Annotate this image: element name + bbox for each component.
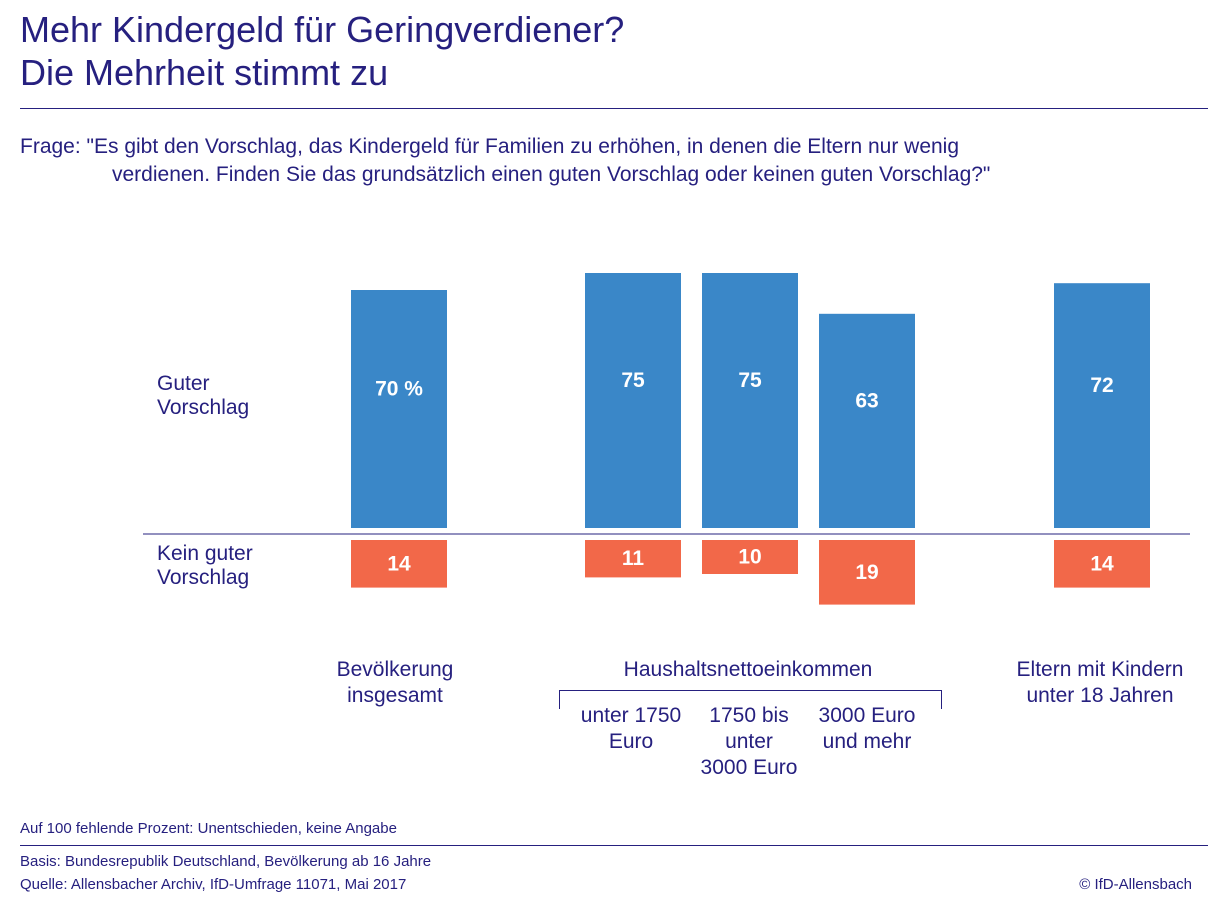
category-label-unter-1750: unter 1750 Euro (580, 704, 682, 753)
bar-guter-vorschlag-gesamt (351, 290, 447, 528)
category-group-header: Haushaltsnettoeinkommen (623, 658, 873, 681)
value-label-kein-gesamt: 14 (387, 552, 411, 575)
footnote-basis: Basis: Bundesrepublik Deutschland, Bevöl… (20, 853, 432, 870)
footnote-missing-percent: Auf 100 fehlende Prozent: Unentschieden,… (20, 820, 397, 837)
category-label-1750-bis-3000: 1750 bis unter 3000 Euro (700, 704, 798, 779)
bar-guter-vorschlag-unter-1750 (585, 273, 681, 528)
category-label-eltern: Eltern mit Kindern unter 18 Jahren (1016, 658, 1184, 707)
row-label-kein-guter-vorschlag: Kein guter Vorschlag (157, 542, 253, 589)
value-label-guter-3000-mehr: 63 (855, 389, 878, 412)
income-bracket (559, 690, 942, 709)
copyright: © IfD-Allensbach (1079, 876, 1192, 893)
question-prefix: Frage: (20, 135, 87, 158)
value-label-guter-unter-1750: 75 (621, 369, 645, 392)
bar-guter-vorschlag-3000-mehr (819, 313, 915, 528)
title-line-1: Mehr Kindergeld für Geringverdiener? (20, 9, 625, 50)
bar-kein-guter-vorschlag-3000-mehr (819, 540, 915, 605)
category-label-gesamt: Bevölkerung insgesamt (336, 658, 454, 707)
bar-kein-guter-vorschlag-gesamt (351, 540, 447, 588)
value-label-guter-gesamt: 70 % (375, 378, 423, 401)
value-label-kein-unter-1750: 11 (622, 547, 645, 570)
question-line-1: "Es gibt den Vorschlag, das Kindergeld f… (86, 135, 960, 158)
question-line-2: verdienen. Finden Sie das grundsätzlich … (112, 163, 991, 186)
footnote-quelle: Quelle: Allensbacher Archiv, IfD-Umfrage… (20, 876, 407, 893)
question-text: Frage: "Es gibt den Vorschlag, das Kinde… (20, 133, 990, 189)
value-label-guter-eltern: 72 (1090, 374, 1113, 397)
title-line-2: Die Mehrheit stimmt zu (20, 52, 389, 93)
value-label-kein-3000-mehr: 19 (855, 561, 878, 584)
footer-divider (20, 845, 1208, 846)
value-label-guter-1750-bis-3000: 75 (738, 369, 762, 392)
bar-guter-vorschlag-eltern (1054, 283, 1150, 528)
value-label-kein-eltern: 14 (1090, 552, 1114, 575)
bar-kein-guter-vorschlag-unter-1750 (585, 540, 681, 578)
bar-kein-guter-vorschlag-eltern (1054, 540, 1150, 588)
value-label-kein-1750-bis-3000: 10 (738, 546, 761, 569)
chart-title: Mehr Kindergeld für Geringverdiener? Die… (20, 8, 624, 94)
bar-kein-guter-vorschlag-1750-bis-3000 (702, 540, 798, 574)
bar-guter-vorschlag-1750-bis-3000 (702, 273, 798, 528)
category-label-3000-mehr: 3000 Euro und mehr (818, 704, 916, 753)
title-divider (20, 108, 1208, 109)
row-label-guter-vorschlag: Guter Vorschlag (157, 372, 250, 419)
